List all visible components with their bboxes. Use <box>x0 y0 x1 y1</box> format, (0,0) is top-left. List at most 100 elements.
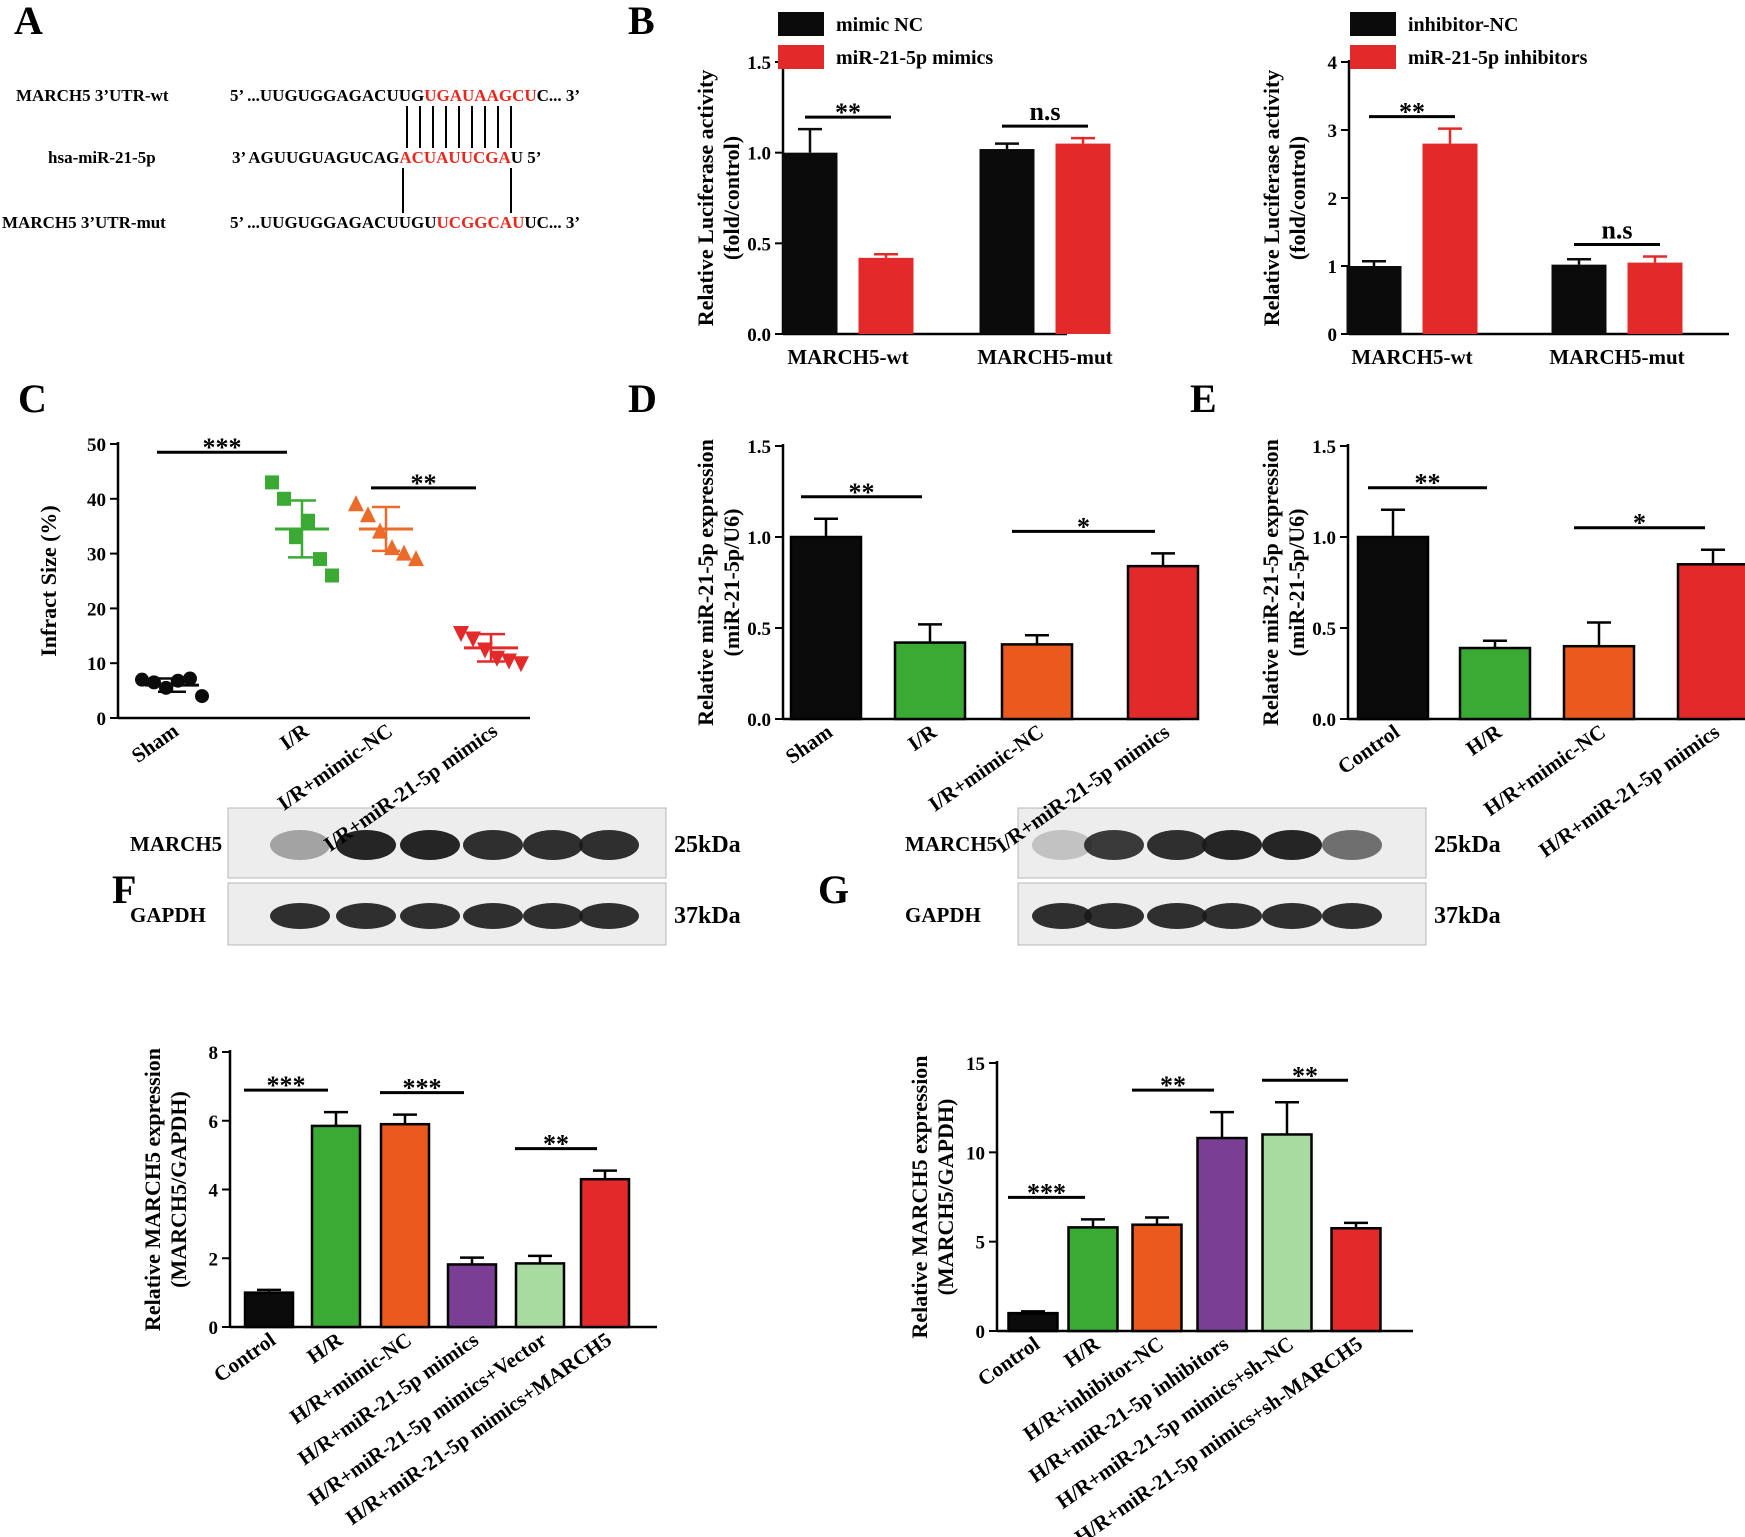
seq-mut-right: UC... 3’ <box>524 213 580 232</box>
panel-letter-e: E <box>1190 376 1217 421</box>
seq-label-mirna: hsa-miR-21-5p <box>48 148 156 167</box>
y-tick-label: 10 <box>966 1143 985 1164</box>
scatter-point <box>501 653 517 670</box>
bar <box>310 1124 362 1329</box>
y-tick-label: 0.5 <box>747 234 771 255</box>
y-tick-label: 1.5 <box>1312 437 1336 458</box>
bar <box>1067 1226 1119 1333</box>
legend-label: miR-21-5p mimics <box>836 47 993 69</box>
bar <box>979 149 1035 334</box>
seq-row-wt: 5’ ...UUGUGGAGACUUGUGAUAAGCUC... 3’ <box>230 86 580 105</box>
blot-row-label: GAPDH <box>905 903 981 927</box>
blot-band <box>579 830 639 860</box>
y-tick-label: 1.5 <box>747 53 771 74</box>
y-tick-label: 15 <box>966 1054 985 1075</box>
y-tick-label: 1 <box>1328 257 1338 278</box>
significance-label: n.s <box>1601 215 1632 244</box>
scatter-point <box>183 671 197 686</box>
y-axis-label-line: Relative MARCH5 expression <box>140 1048 165 1331</box>
scatter-point <box>277 491 291 506</box>
scatter-point <box>289 530 303 545</box>
bar <box>1261 1133 1313 1333</box>
scatter-point <box>489 650 505 667</box>
bar <box>789 535 863 721</box>
significance-label: *** <box>1027 1178 1066 1207</box>
blot-band <box>400 903 460 929</box>
scatter-point <box>453 626 469 643</box>
scatter-point <box>348 495 364 512</box>
significance-label: *** <box>267 1071 306 1100</box>
legend-swatch <box>778 12 824 36</box>
x-category-label: MARCH5-mut <box>1549 345 1684 369</box>
panel-letter-g: G <box>818 867 849 912</box>
y-tick-label: 0.0 <box>747 710 771 731</box>
blot-band <box>270 830 330 860</box>
blot-band <box>1032 903 1092 929</box>
legend-swatch <box>1350 12 1396 36</box>
blot-band <box>523 830 583 860</box>
blot-kda-label: 25kDa <box>1434 832 1501 858</box>
blot-band <box>463 903 523 929</box>
y-axis-label: Relative Luciferase activity(fold/contro… <box>1259 70 1310 327</box>
seq-wt-left: 5’ ...UUGUGGAGACUUG <box>230 86 424 105</box>
y-axis-label-line: Relative MARCH5 expression <box>907 1055 932 1338</box>
bar <box>1676 563 1745 721</box>
x-category-label: Sham <box>127 718 183 767</box>
y-tick-label: 8 <box>209 1043 219 1064</box>
y-tick-label: 0.0 <box>747 325 771 346</box>
y-tick-label: 40 <box>87 490 106 511</box>
y-axis-label: Relative miR-21-5p expression(miR-21-5p/… <box>693 439 744 726</box>
bar <box>243 1291 295 1329</box>
blot-band <box>1262 903 1322 929</box>
blot-band <box>523 903 583 929</box>
y-tick-label: 4 <box>209 1181 219 1202</box>
blot-row-label: GAPDH <box>130 903 206 927</box>
y-axis-label-line: Relative miR-21-5p expression <box>693 439 718 726</box>
blot-band <box>1322 830 1382 860</box>
seq-wt-right: C... 3’ <box>537 86 580 105</box>
x-category-label: I/R <box>275 718 313 755</box>
blot-band <box>579 903 639 929</box>
y-tick-label: 20 <box>87 599 106 620</box>
x-category-label: H/R <box>1060 1331 1105 1373</box>
x-category-label: I/R+mimic-NC <box>924 719 1048 816</box>
bar <box>1196 1136 1248 1333</box>
y-axis-label-line: (fold/control) <box>719 136 744 260</box>
significance-label: ** <box>1399 98 1425 127</box>
blot-row-label: MARCH5 <box>905 832 997 856</box>
panel-g-western-blot: MARCH5 25kDa GAPDH 37kDa <box>905 807 1501 946</box>
y-tick-label: 2 <box>1328 189 1338 210</box>
y-axis-label: Relative Luciferase activity(fold/contro… <box>693 70 744 327</box>
y-tick-label: 1.5 <box>747 437 771 458</box>
bar <box>1551 264 1607 334</box>
seq-mirna-left: 3’ AGUUGUAGUCAG <box>232 148 399 167</box>
scatter-point <box>265 475 279 490</box>
y-axis-label: Relative miR-21-5p expression(miR-21-5p/… <box>1258 439 1309 726</box>
significance-label: * <box>1077 512 1090 541</box>
blot-band <box>1147 903 1207 929</box>
y-axis-label: Relative MARCH5 expression(MARCH5/GAPDH) <box>907 1055 958 1338</box>
blot-band <box>336 830 396 860</box>
seq-mut-site: UCGGCAU <box>437 213 525 232</box>
panel-letter-b: B <box>628 0 655 43</box>
seq-mirna-right: U 5’ <box>511 148 542 167</box>
y-tick-label: 0 <box>209 1318 219 1339</box>
y-tick-label: 0.0 <box>1312 710 1336 731</box>
y-tick-label: 1.0 <box>747 528 771 549</box>
blot-band <box>1322 903 1382 929</box>
y-axis-label-line: Relative Luciferase activity <box>1259 70 1284 327</box>
y-tick-label: 6 <box>209 1112 219 1133</box>
y-axis-label-line: (miR-21-5p/U6) <box>1284 509 1309 657</box>
scatter-point <box>396 544 412 561</box>
blot-band <box>1202 903 1262 929</box>
x-category-label: Control <box>1333 719 1404 779</box>
bar <box>1627 262 1683 334</box>
significance-label: * <box>1633 509 1646 538</box>
y-axis-label-line: (fold/control) <box>1285 136 1310 260</box>
blot-band <box>336 903 396 929</box>
y-tick-label: 0 <box>976 1322 986 1343</box>
x-category-label: Control <box>209 1327 280 1387</box>
